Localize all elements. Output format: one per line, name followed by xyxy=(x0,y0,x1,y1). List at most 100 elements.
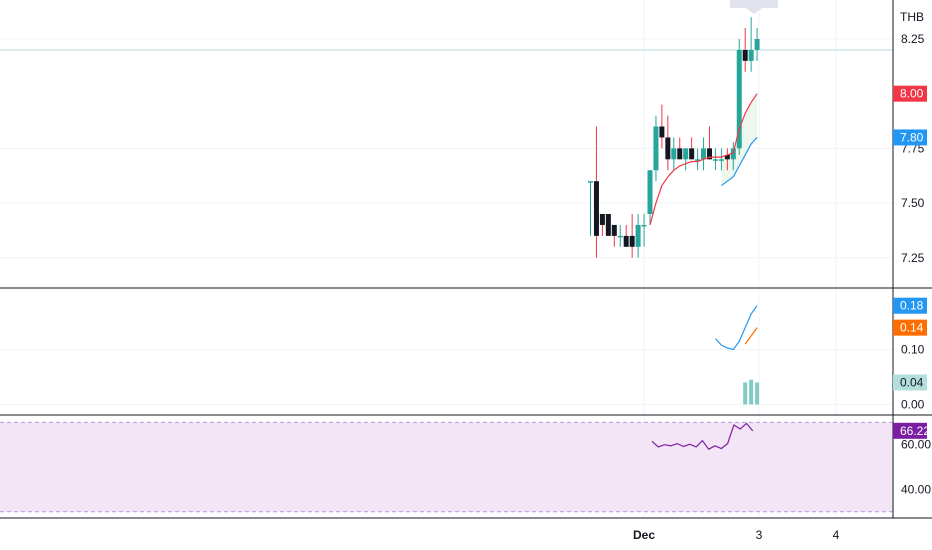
macd-signal-line xyxy=(744,327,758,345)
x-tick-label-2: 4 xyxy=(833,528,840,542)
rsi-badge-box-0 xyxy=(893,422,927,439)
candle-body-5 xyxy=(617,235,623,238)
candle-body-2 xyxy=(599,214,605,225)
rsi-line xyxy=(651,422,754,450)
macd-hist-bar-26 xyxy=(743,382,748,405)
candle-0[interactable] xyxy=(588,181,593,236)
candle-body-11 xyxy=(653,126,659,171)
candle-body-28 xyxy=(754,39,760,50)
price-badge-label-0: 8.00 xyxy=(900,87,924,101)
candle-28[interactable] xyxy=(754,28,760,61)
rsi-badge-label-0: 66.22 xyxy=(900,424,930,438)
candle-7[interactable] xyxy=(629,214,635,258)
series-layer xyxy=(588,17,760,450)
candle-5[interactable] xyxy=(617,224,623,247)
candle-body-4 xyxy=(611,224,617,236)
candle-body-3 xyxy=(605,214,611,236)
candle-23[interactable] xyxy=(724,148,730,171)
candle-11[interactable] xyxy=(653,115,659,182)
candle-body-19 xyxy=(701,148,707,160)
candle-17[interactable] xyxy=(689,137,695,160)
candle-body-17 xyxy=(689,148,695,160)
candle-4[interactable] xyxy=(611,224,617,247)
rsi-tick-label-0: 60.00 xyxy=(901,438,931,452)
candle-body-20 xyxy=(707,148,712,160)
macd-value-badge-0: 0.18 xyxy=(893,297,927,314)
price-value-badge-0: 8.00 xyxy=(893,85,927,102)
macd-value-badge-1: 0.14 xyxy=(893,319,927,336)
macd-hist-bar-28 xyxy=(755,382,760,405)
macd-badge-box-0 xyxy=(893,297,927,314)
candle-19[interactable] xyxy=(701,137,707,171)
macd-line xyxy=(715,305,758,351)
candle-20[interactable] xyxy=(707,126,712,160)
price-badge-label-1: 7.80 xyxy=(900,130,924,144)
price-badge-box-0 xyxy=(893,85,927,102)
macd-badge-box-2 xyxy=(893,374,927,391)
time-axis[interactable]: Dec 3 4 xyxy=(633,528,840,542)
rsi-band-fill xyxy=(0,422,893,512)
price-tick-label-2: 7.50 xyxy=(901,196,925,210)
candle-8[interactable] xyxy=(635,214,641,258)
candle-body-8 xyxy=(635,224,641,247)
macd-tick-label-0: 0.10 xyxy=(901,343,925,357)
candle-25[interactable] xyxy=(736,39,742,155)
price-tick-label-3: 7.25 xyxy=(901,251,925,265)
candle-body-15 xyxy=(677,148,683,160)
candle-16[interactable] xyxy=(683,148,689,171)
rsi-band xyxy=(0,421,893,513)
candle-9[interactable] xyxy=(641,214,647,247)
candle-24[interactable] xyxy=(730,141,736,171)
macd-badge-label-1: 0.14 xyxy=(900,321,924,335)
candle-body-0 xyxy=(588,181,593,183)
candle-1[interactable] xyxy=(593,126,599,258)
candle-body-18 xyxy=(695,159,701,161)
candle-body-22 xyxy=(718,159,724,161)
x-tick-label-0: Dec xyxy=(633,528,655,542)
candle-21[interactable] xyxy=(712,148,718,171)
candle-6[interactable] xyxy=(623,224,629,247)
macd-hist-bar-27 xyxy=(749,379,754,405)
candle-22[interactable] xyxy=(718,148,724,171)
candle-body-14 xyxy=(671,148,677,160)
x-tick-label-1: 3 xyxy=(756,528,763,542)
candle-27[interactable] xyxy=(748,17,754,72)
price-tick-label-0: 8.25 xyxy=(901,32,925,46)
candle-body-12 xyxy=(659,126,665,138)
candle-body-21 xyxy=(712,159,718,161)
candle-body-7 xyxy=(629,235,635,247)
scroll-marker[interactable] xyxy=(730,0,778,14)
candle-body-26 xyxy=(742,49,748,61)
candle-14[interactable] xyxy=(671,137,677,171)
candle-2[interactable] xyxy=(599,214,605,236)
candle-body-25 xyxy=(736,49,742,149)
candle-body-1 xyxy=(593,181,599,236)
candle-10[interactable] xyxy=(647,170,653,225)
macd-badge-label-2: 0.04 xyxy=(900,375,924,389)
candle-15[interactable] xyxy=(677,137,683,160)
candle-13[interactable] xyxy=(665,115,671,171)
scroll-marker-arrow xyxy=(746,8,762,14)
candle-body-10 xyxy=(647,170,653,214)
macd-badge-box-1 xyxy=(893,319,927,336)
price-badge-box-1 xyxy=(893,129,927,146)
candle-12[interactable] xyxy=(659,104,665,149)
ema-slow-line xyxy=(721,137,758,187)
price-axis[interactable]: THB 8.257.757.507.258.007.800.100.000.18… xyxy=(893,10,931,496)
candle-body-27 xyxy=(748,49,754,61)
candle-26[interactable] xyxy=(742,28,748,72)
currency-label: THB xyxy=(900,10,924,24)
candle-18[interactable] xyxy=(695,148,701,171)
rsi-tick-label-1: 40.00 xyxy=(901,482,931,496)
candle-body-16 xyxy=(683,148,689,160)
candle-body-23 xyxy=(724,154,730,160)
scroll-marker-box xyxy=(730,0,778,8)
rsi-value-badge-0: 66.22 xyxy=(893,422,930,439)
price-value-badge-1: 7.80 xyxy=(893,129,927,146)
ema-fast-line xyxy=(649,93,758,226)
candle-3[interactable] xyxy=(605,214,611,236)
macd-badge-label-0: 0.18 xyxy=(900,299,924,313)
candle-body-6 xyxy=(623,235,629,247)
candle-body-9 xyxy=(641,224,647,227)
